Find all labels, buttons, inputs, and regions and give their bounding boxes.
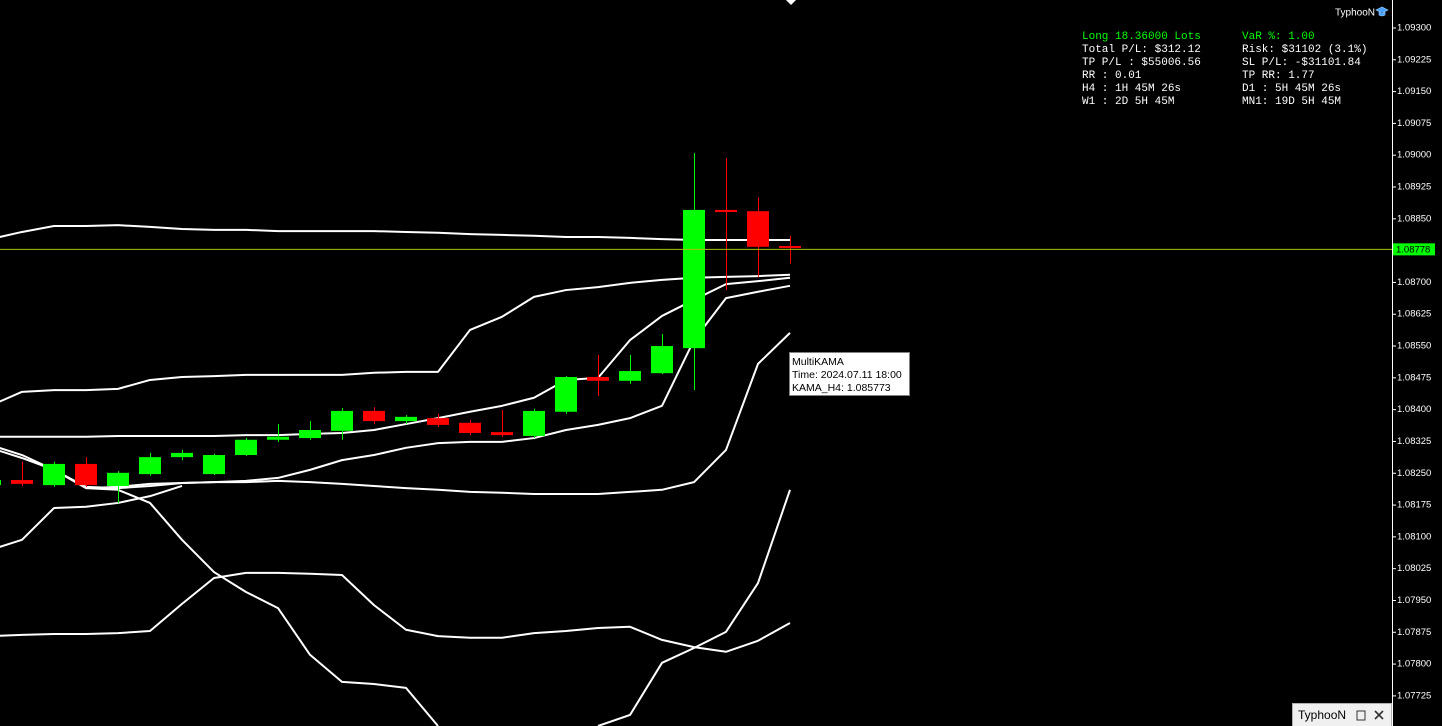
- kama-line: [0, 571, 791, 653]
- candle-body: [395, 416, 417, 422]
- tooltip-box: [789, 352, 910, 396]
- window-title: TyphooN: [1298, 708, 1346, 722]
- y-tick-label: 1.09300: [1397, 23, 1431, 34]
- candle-body: [619, 371, 641, 381]
- y-tick-label: 1.07875: [1397, 627, 1431, 638]
- shift-marker: [786, 0, 796, 5]
- kama-line: [0, 273, 791, 403]
- candle-body: [459, 422, 481, 433]
- candle-body: [683, 209, 705, 349]
- candle-body: [171, 452, 193, 458]
- brand-label: TyphooN: [1335, 8, 1375, 19]
- y-tick-label: 1.08175: [1397, 500, 1431, 511]
- panel-text: SL P/L: -$31101.84: [1242, 57, 1361, 69]
- y-tick-label: 1.08250: [1397, 468, 1431, 479]
- price-tag-label: 1.08778: [1396, 244, 1430, 255]
- kama-line: [85, 332, 791, 496]
- panel-text: Total P/L: $312.12: [1082, 44, 1201, 56]
- panel-text: Risk: $31102 (3.1%): [1242, 44, 1367, 56]
- candle-body: [267, 436, 289, 440]
- candle-body: [363, 410, 385, 422]
- y-tick-label: 1.07800: [1397, 659, 1431, 670]
- mini-window: TyphooN: [1292, 703, 1392, 726]
- panel-text: D1 : 5H 45M 26s: [1242, 83, 1341, 95]
- y-tick-label: 1.08925: [1397, 182, 1431, 193]
- candle-body: [11, 480, 33, 484]
- candle-body: [523, 410, 545, 436]
- candle-body: [651, 346, 673, 374]
- candle-body: [555, 376, 577, 412]
- price-layer: 1.08778: [0, 243, 1435, 255]
- candle-body: [235, 439, 257, 456]
- restore-button[interactable]: [1356, 710, 1366, 721]
- tooltip: MultiKAMA Time: 2024.07.11 18:00 KAMA_H4…: [789, 352, 910, 396]
- candle-body: [299, 430, 321, 439]
- tooltip-text: Time: 2024.07.11 18:00: [792, 369, 902, 381]
- candle-body: [587, 376, 609, 381]
- kama-line: [0, 485, 183, 548]
- candle-body: [0, 480, 1, 486]
- panel-text: TP RR: 1.77: [1242, 70, 1315, 82]
- price-tag: [1393, 243, 1435, 256]
- y-tick-label: 1.09075: [1397, 118, 1431, 129]
- panel-text: MN1: 19D 5H 45M: [1242, 96, 1341, 108]
- candle-body: [331, 410, 353, 431]
- panel-text: TP P/L : $55006.56: [1082, 57, 1201, 69]
- candle-body: [427, 418, 449, 425]
- panel-text: W1 : 2D 5H 45M: [1082, 96, 1174, 108]
- candle-body: [715, 209, 737, 213]
- window-frame: [1292, 703, 1392, 726]
- candle-body: [75, 463, 97, 486]
- y-tick-label: 1.08025: [1397, 563, 1431, 574]
- candles-layer: [0, 153, 801, 503]
- candle-body: [747, 211, 769, 247]
- panel-text: Long 18.36000 Lots: [1082, 31, 1201, 43]
- candle-body: [491, 432, 513, 436]
- indicator-layer: [0, 224, 791, 726]
- tooltip-text: KAMA_H4: 1.085773: [792, 382, 891, 394]
- y-tick-label: 1.08325: [1397, 436, 1431, 447]
- brand-icon: [1375, 6, 1389, 17]
- candle-body: [107, 472, 129, 486]
- y-tick-label: 1.08100: [1397, 531, 1431, 542]
- kama-line: [0, 224, 790, 242]
- y-tick-label: 1.08850: [1397, 213, 1431, 224]
- y-tick-label: 1.08475: [1397, 372, 1431, 383]
- y-tick-label: 1.09150: [1397, 86, 1431, 97]
- kama-line: [597, 489, 791, 726]
- y-tick-label: 1.07725: [1397, 690, 1431, 701]
- y-tick-label: 1.09000: [1397, 150, 1431, 161]
- candle-body: [139, 457, 161, 475]
- y-tick-label: 1.08550: [1397, 341, 1431, 352]
- candle-body: [43, 463, 65, 486]
- kama-line: [0, 276, 791, 438]
- panel-text: VaR %: 1.00: [1242, 31, 1315, 43]
- panel-text: RR : 0.01: [1082, 70, 1142, 82]
- close-button[interactable]: [1374, 710, 1384, 720]
- y-tick-label: 1.08700: [1397, 277, 1431, 288]
- panel-text: H4 : 1H 45M 26s: [1082, 83, 1181, 95]
- y-tick-label: 1.08625: [1397, 309, 1431, 320]
- y-tick-label: 1.08400: [1397, 404, 1431, 415]
- kama-line: [0, 284, 791, 490]
- y-tick-label: 1.09225: [1397, 54, 1431, 65]
- tooltip-text: MultiKAMA: [792, 356, 844, 368]
- candle-body: [203, 455, 225, 475]
- y-tick-label: 1.07950: [1397, 595, 1431, 606]
- candle-body: [779, 245, 801, 249]
